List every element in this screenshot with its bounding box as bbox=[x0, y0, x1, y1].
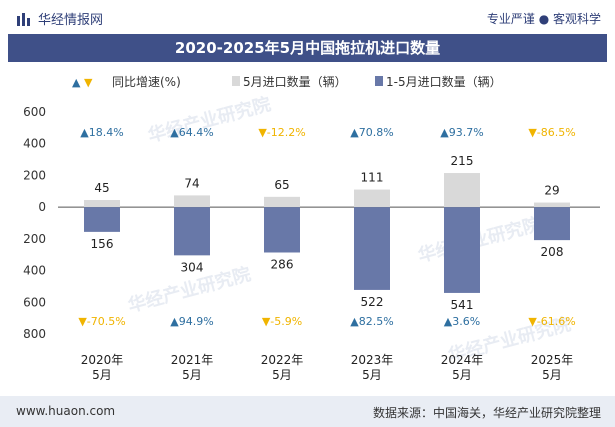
x-tick-label: 2023年 5月 bbox=[351, 353, 394, 382]
bar-cumulative bbox=[264, 207, 300, 253]
bar-may bbox=[174, 195, 210, 208]
value-label-cumulative: 541 bbox=[451, 298, 474, 312]
growth-label-may: ▲93.7% bbox=[440, 126, 483, 139]
brand: 华经情报网 bbox=[16, 9, 103, 28]
growth-label-may: ▲70.8% bbox=[350, 126, 393, 139]
y-tick-label: 400 bbox=[23, 137, 46, 151]
value-label-may: 111 bbox=[361, 171, 384, 185]
x-tick-label: 2024年 5月 bbox=[441, 353, 484, 382]
x-tick-label: 2022年 5月 bbox=[261, 353, 304, 382]
y-tick-label: 800 bbox=[23, 327, 46, 341]
growth-label-cumulative: ▲3.6% bbox=[444, 315, 480, 328]
y-tick-label: 600 bbox=[23, 295, 46, 309]
growth-label-cumulative: ▼-70.5% bbox=[78, 315, 125, 328]
logo-icon bbox=[17, 12, 30, 26]
bar-cumulative bbox=[444, 207, 480, 293]
bar-may bbox=[264, 196, 300, 208]
y-axis: 600 400 200 0 200 400 600 800 bbox=[23, 105, 600, 341]
bar-may bbox=[84, 200, 120, 208]
legend: ▲ ▼ 同比增速(%) 5月进口数量（辆） 1-5月进口数量（辆） bbox=[72, 74, 502, 89]
y-tick-label: 200 bbox=[23, 168, 46, 182]
legend-growth-label: 同比增速(%) bbox=[112, 75, 181, 89]
y-tick-label: 600 bbox=[23, 105, 46, 119]
growth-label-may: ▼-12.2% bbox=[258, 126, 305, 139]
legend-down-arrow: ▼ bbox=[84, 76, 93, 89]
chart: ▲ ▼ 同比增速(%) 5月进口数量（辆） 1-5月进口数量（辆） 华经产业研究院华经产… bbox=[23, 74, 600, 382]
value-label-cumulative: 156 bbox=[91, 237, 114, 251]
value-label-cumulative: 304 bbox=[181, 260, 204, 274]
value-label-cumulative: 208 bbox=[541, 245, 564, 259]
value-label-may: 65 bbox=[274, 178, 289, 192]
tagline: 专业严谨 ● 客观科学 bbox=[486, 12, 601, 26]
legend-may-label: 5月进口数量（辆） bbox=[243, 74, 347, 89]
legend-may-swatch bbox=[232, 76, 240, 86]
growth-label-cumulative: ▼-5.9% bbox=[262, 315, 302, 328]
bar-may bbox=[354, 189, 390, 208]
legend-cumulative-label: 1-5月进口数量（辆） bbox=[386, 74, 502, 89]
value-label-may: 215 bbox=[451, 154, 474, 168]
growth-labels: ▲18.4% ▼-70.5% ▲64.4% ▲94.9% ▼-12.2% ▼-5.9% ▲7… bbox=[78, 126, 575, 328]
bar-cumulative bbox=[354, 207, 390, 290]
y-tick-label: 400 bbox=[23, 264, 46, 278]
x-tick-label: 2020年 5月 bbox=[81, 353, 124, 382]
footer: www.huaon.com 数据来源：中国海关，华经产业研究院整理 bbox=[0, 396, 615, 427]
legend-up-arrow: ▲ bbox=[72, 76, 81, 89]
value-label-may: 45 bbox=[94, 181, 109, 195]
chart-title: 2020-2025年5月中国拖拉机进口数量 bbox=[8, 34, 607, 62]
bar-cumulative bbox=[84, 207, 120, 232]
bars bbox=[84, 173, 570, 293]
value-label-may: 74 bbox=[184, 176, 199, 190]
x-tick-label: 2025年 5月 bbox=[531, 353, 574, 382]
y-tick-label: 0 bbox=[38, 200, 46, 214]
top-bar: 华经情报网 专业严谨 ● 客观科学 bbox=[0, 0, 615, 34]
legend-cumulative-swatch bbox=[375, 76, 383, 86]
footer-source: 数据来源：中国海关，华经产业研究院整理 bbox=[372, 406, 601, 420]
bar-may bbox=[534, 202, 570, 208]
value-label-cumulative: 286 bbox=[271, 257, 294, 271]
value-label-cumulative: 522 bbox=[361, 295, 384, 309]
bar-cumulative bbox=[174, 207, 210, 256]
growth-label-may: ▼-86.5% bbox=[528, 126, 575, 139]
growth-label-may: ▲64.4% bbox=[170, 126, 213, 139]
x-tick-label: 2021年 5月 bbox=[171, 353, 214, 382]
growth-label-may: ▲18.4% bbox=[80, 126, 123, 139]
y-tick-label: 200 bbox=[23, 232, 46, 246]
bar-may bbox=[444, 173, 480, 208]
bar-cumulative bbox=[534, 207, 570, 241]
brand-name: 华经情报网 bbox=[38, 13, 104, 28]
footer-website[interactable]: www.huaon.com bbox=[16, 404, 116, 418]
data-labels: 45 156 74 304 65 286 111 522 215 541 29 208 bbox=[91, 154, 564, 312]
growth-label-cumulative: ▼-61.6% bbox=[528, 315, 575, 328]
value-label-may: 29 bbox=[544, 184, 559, 198]
x-axis: 2020年 5月 2021年 5月 2022年 5月 2023年 5月 2024年 5月 2025年… bbox=[81, 353, 574, 382]
growth-label-cumulative: ▲94.9% bbox=[170, 315, 213, 328]
growth-label-cumulative: ▲82.5% bbox=[350, 315, 393, 328]
